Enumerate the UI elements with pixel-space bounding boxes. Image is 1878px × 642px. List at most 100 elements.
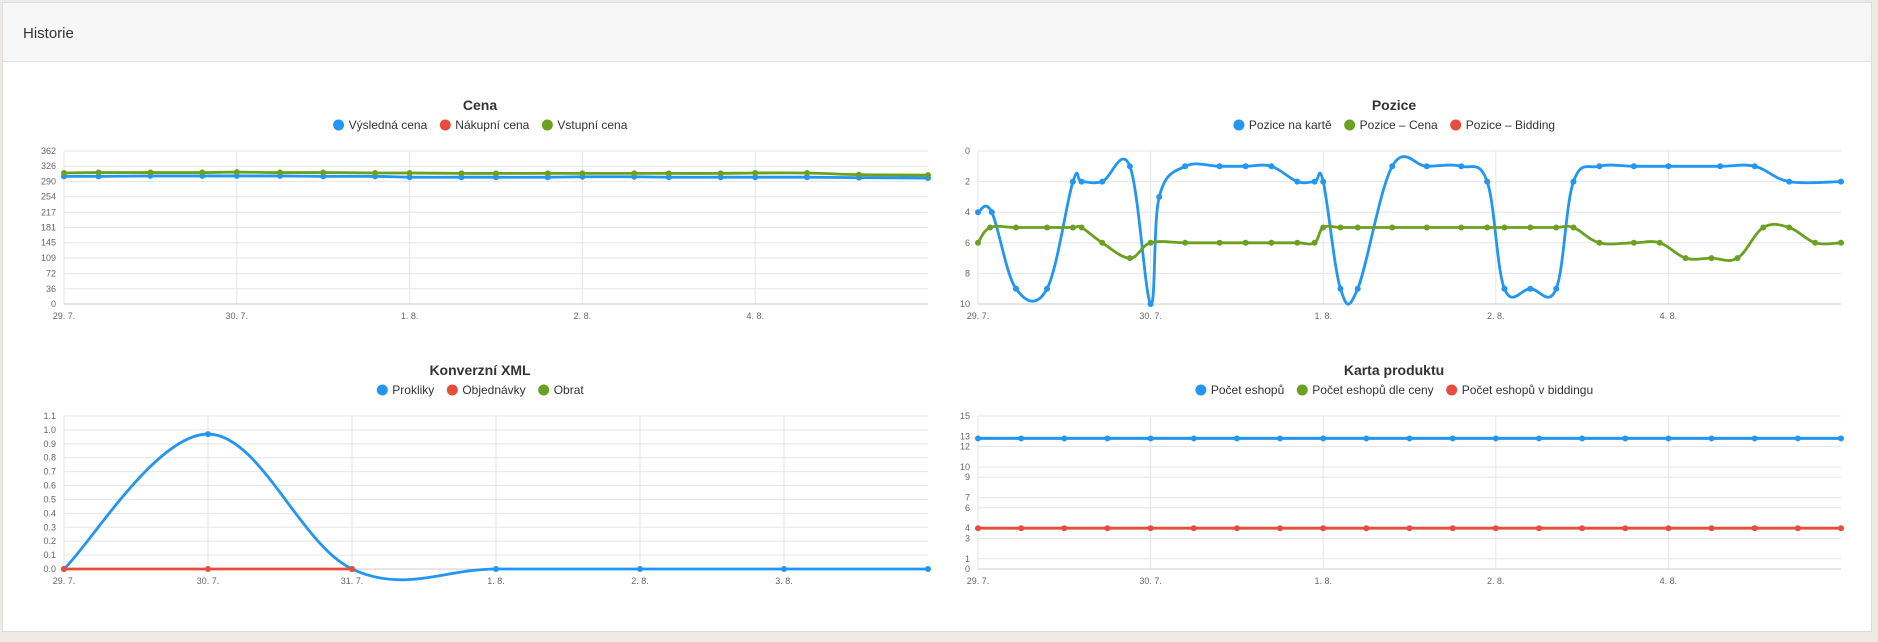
data-point[interactable] (199, 169, 206, 176)
data-point[interactable] (1423, 163, 1430, 170)
data-point[interactable] (988, 209, 995, 216)
data-point[interactable] (1320, 178, 1327, 185)
data-point[interactable] (1535, 435, 1542, 442)
data-point[interactable] (277, 169, 283, 176)
legend-marker[interactable] (1446, 384, 1458, 396)
data-point[interactable] (1794, 525, 1801, 532)
data-point[interactable] (975, 209, 981, 216)
data-point[interactable] (804, 174, 811, 181)
data-point[interactable] (1708, 435, 1715, 442)
data-point[interactable] (1337, 285, 1344, 292)
data-point[interactable] (1104, 525, 1111, 532)
data-point[interactable] (1734, 255, 1741, 262)
data-point[interactable] (1579, 525, 1586, 532)
data-point[interactable] (631, 170, 638, 177)
data-point[interactable] (987, 224, 994, 231)
data-point[interactable] (1294, 239, 1301, 246)
data-point[interactable] (205, 431, 211, 438)
legend-marker[interactable] (1195, 384, 1207, 396)
data-point[interactable] (1786, 178, 1793, 185)
data-point[interactable] (458, 170, 465, 177)
data-point[interactable] (1099, 178, 1106, 185)
data-point[interactable] (1665, 525, 1672, 532)
legend-marker[interactable] (1233, 119, 1245, 131)
data-point[interactable] (1553, 224, 1560, 231)
data-point[interactable] (406, 169, 413, 176)
data-point[interactable] (1099, 239, 1106, 246)
data-point[interactable] (1044, 285, 1051, 292)
data-point[interactable] (1126, 255, 1133, 262)
data-point[interactable] (1570, 178, 1577, 185)
data-point[interactable] (1501, 285, 1508, 292)
data-point[interactable] (925, 566, 931, 572)
data-point[interactable] (1311, 178, 1318, 185)
data-point[interactable] (752, 169, 759, 176)
data-point[interactable] (1838, 178, 1844, 185)
legend-marker[interactable] (446, 384, 458, 396)
data-point[interactable] (717, 170, 724, 177)
data-point[interactable] (1492, 435, 1499, 442)
data-point[interactable] (1233, 435, 1240, 442)
data-point[interactable] (1268, 239, 1275, 246)
data-point[interactable] (1458, 163, 1465, 170)
data-point[interactable] (1838, 435, 1844, 442)
data-point[interactable] (205, 566, 211, 572)
data-point[interactable] (1630, 239, 1637, 246)
legend-marker[interactable] (1296, 384, 1308, 396)
legend-marker[interactable] (538, 384, 550, 396)
data-point[interactable] (1406, 435, 1413, 442)
data-point[interactable] (349, 566, 355, 572)
data-point[interactable] (1156, 193, 1163, 200)
data-point[interactable] (1182, 163, 1189, 170)
data-point[interactable] (1682, 255, 1689, 262)
data-point[interactable] (1812, 239, 1819, 246)
data-point[interactable] (1277, 525, 1284, 532)
data-point[interactable] (1012, 285, 1019, 292)
data-point[interactable] (1190, 435, 1197, 442)
data-point[interactable] (1069, 178, 1076, 185)
data-point[interactable] (1061, 435, 1068, 442)
data-point[interactable] (1147, 525, 1154, 532)
data-point[interactable] (1044, 224, 1051, 231)
data-point[interactable] (1337, 224, 1344, 231)
data-point[interactable] (1527, 285, 1534, 292)
data-point[interactable] (579, 170, 586, 177)
data-point[interactable] (1656, 239, 1663, 246)
data-point[interactable] (1484, 178, 1491, 185)
data-point[interactable] (1708, 255, 1715, 262)
data-point[interactable] (1449, 525, 1456, 532)
legend-marker[interactable] (541, 119, 553, 131)
data-point[interactable] (1354, 285, 1361, 292)
data-point[interactable] (1268, 163, 1275, 170)
data-point[interactable] (1216, 239, 1223, 246)
data-point[interactable] (1622, 525, 1629, 532)
data-point[interactable] (752, 174, 759, 181)
data-point[interactable] (61, 169, 67, 176)
legend-marker[interactable] (1450, 119, 1462, 131)
data-point[interactable] (1484, 224, 1491, 231)
data-point[interactable] (1242, 163, 1249, 170)
data-point[interactable] (637, 566, 643, 572)
data-point[interactable] (1311, 239, 1318, 246)
data-point[interactable] (1622, 435, 1629, 442)
data-point[interactable] (665, 170, 672, 177)
data-point[interactable] (1717, 163, 1724, 170)
data-point[interactable] (493, 170, 499, 177)
data-point[interactable] (855, 171, 862, 178)
data-point[interactable] (1363, 435, 1370, 442)
data-point[interactable] (1389, 224, 1396, 231)
data-point[interactable] (804, 169, 811, 176)
data-point[interactable] (1630, 163, 1637, 170)
data-point[interactable] (1216, 163, 1223, 170)
data-point[interactable] (1147, 435, 1154, 442)
data-point[interactable] (1760, 224, 1767, 231)
data-point[interactable] (1018, 525, 1025, 532)
data-point[interactable] (1078, 178, 1085, 185)
data-point[interactable] (1320, 525, 1327, 532)
data-point[interactable] (1458, 224, 1465, 231)
data-point[interactable] (1579, 435, 1586, 442)
data-point[interactable] (1012, 224, 1019, 231)
data-point[interactable] (1389, 163, 1396, 170)
data-point[interactable] (61, 566, 67, 572)
data-point[interactable] (925, 172, 931, 179)
